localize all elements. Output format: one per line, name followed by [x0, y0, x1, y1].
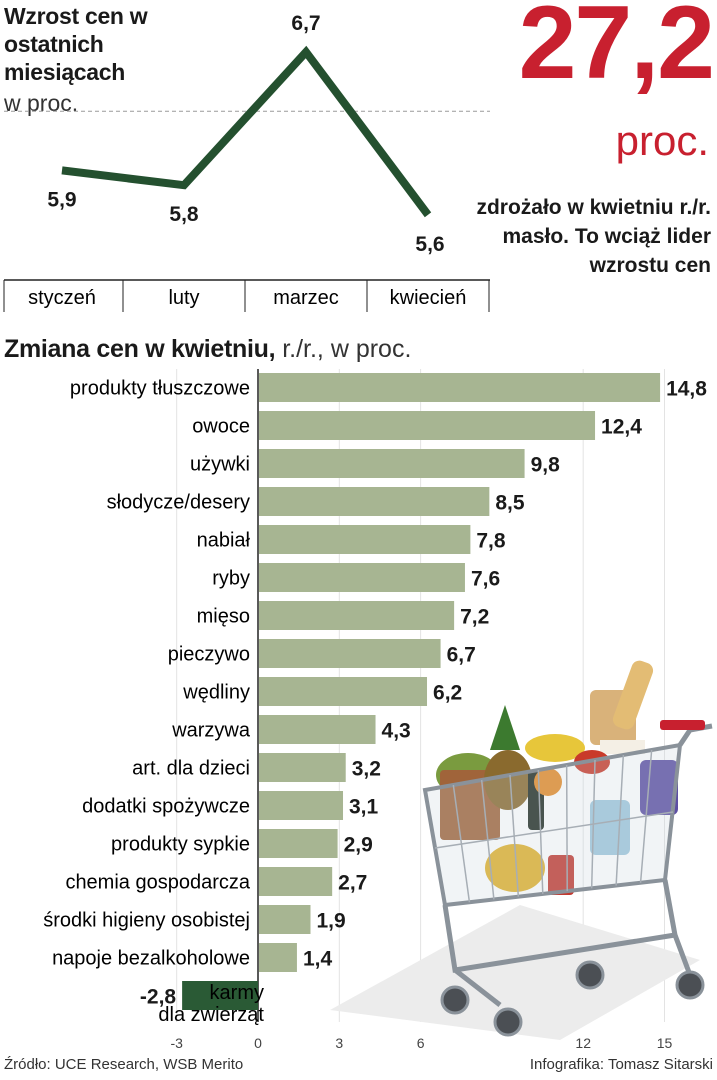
bar-chart-value-label: 1,9 — [316, 910, 345, 933]
bar-chart-tick-label: 3 — [335, 1035, 343, 1051]
headline-text: zdrożało w kwietniu r./r. masło. To wcią… — [476, 196, 711, 277]
cart-frame — [442, 879, 678, 973]
line-chart-point-label: 5,8 — [169, 203, 199, 226]
line-chart-category-label: marzec — [273, 287, 339, 309]
bananas-icon — [525, 734, 585, 762]
bar-chart-value-label: 7,2 — [460, 606, 489, 629]
bar-chart-bar — [259, 601, 455, 630]
source-note: Źródło: UCE Research, WSB Merito — [4, 1056, 244, 1073]
bar-chart-value-label: 1,4 — [303, 948, 333, 971]
bar-chart-bar — [259, 563, 465, 592]
cart-handle-grip — [660, 720, 705, 730]
bar-chart: -3 0 3 6 12 15 14,8 produkty tłuszczowe 12,4 owoc… — [43, 369, 707, 1051]
bar-chart-value-label: 2,9 — [344, 834, 373, 857]
bar-chart-bar — [259, 943, 297, 972]
line-chart-series-line — [61, 45, 432, 218]
bar-chart-value-label: -2,8 — [140, 986, 177, 1009]
line-chart-point-label: 5,9 — [47, 188, 76, 211]
bar-chart-category-label: chemia gospodarcza — [65, 872, 250, 894]
cart-wheel-icon — [493, 1007, 523, 1037]
bar-chart-tick-label: 12 — [575, 1035, 591, 1051]
bar-chart-category-label: art. dla dzieci — [132, 758, 250, 780]
bar-chart-category-label: napoje bezalkoholowe — [52, 948, 250, 970]
bar-chart-value-label: 6,7 — [447, 644, 476, 667]
bar-chart-category-label: środki higieny osobistej — [43, 910, 250, 932]
cart-shadow — [330, 905, 700, 1040]
bar-chart-value-label: 3,2 — [352, 758, 381, 781]
pineapple-icon — [484, 750, 532, 810]
bar-chart-value-label: 6,2 — [433, 682, 462, 705]
line-chart-point-label: 6,7 — [291, 12, 320, 35]
bar-chart-value-label: 7,8 — [476, 530, 506, 553]
cart-wire — [434, 811, 674, 849]
bar-chart-bar — [259, 905, 311, 934]
line-chart-category-label: kwiecień — [390, 287, 467, 309]
bar-chart-bar — [259, 411, 596, 440]
shopping-cart-illustration — [330, 660, 713, 1040]
bar-chart-title-main: Zmiana cen w kwietniu, — [4, 335, 276, 363]
line-chart-category-label: styczeń — [28, 287, 96, 309]
credit-note: Infografika: Tomasz Sitarski — [529, 1056, 713, 1073]
bar-chart-bar — [259, 829, 338, 858]
cart-legs — [453, 934, 693, 1007]
line-chart-point-label: 5,6 — [415, 233, 444, 256]
bar-chart-category-label: dla zwierząt — [158, 1004, 264, 1026]
bar-chart-value-label: 4,3 — [382, 720, 411, 743]
bar-chart-tick-label: -3 — [170, 1035, 183, 1051]
bar-chart-title: Zmiana cen w kwietniu, r./r., w proc. — [4, 334, 411, 364]
bar-chart-bar — [259, 791, 344, 820]
bar-chart-bar — [259, 525, 471, 554]
bar-chart-category-label: dodatki spożywcze — [82, 796, 250, 818]
bar-chart-bar — [259, 639, 441, 668]
bar-chart-tick-label: 6 — [417, 1035, 425, 1051]
bar-chart-value-label: 14,8 — [666, 378, 707, 401]
bar-chart-tick-label: 0 — [254, 1035, 262, 1051]
bar-chart-bar — [259, 373, 661, 402]
headline-number: 27,2 — [518, 0, 715, 101]
bar-chart-bar — [259, 753, 346, 782]
bar-chart-value-label: 3,1 — [349, 796, 379, 819]
orange-icon — [534, 768, 562, 796]
pineapple-leaves-icon — [490, 705, 520, 750]
bar-chart-category-label: mięso — [197, 606, 250, 628]
bar-chart-category-label: używki — [190, 454, 250, 476]
bar-chart-tick-label: 15 — [657, 1035, 673, 1051]
bar-chart-category-label: produkty tłuszczowe — [70, 378, 250, 400]
bar-chart-value-label: 8,5 — [495, 492, 525, 515]
bar-chart-bar — [259, 487, 490, 516]
bar-chart-bar — [259, 677, 428, 706]
eggs-icon — [600, 740, 645, 754]
bar-chart-bar — [259, 867, 333, 896]
bar-chart-value-label: 9,8 — [531, 454, 561, 477]
cart-wheel-icon — [675, 970, 705, 1000]
bar-chart-bar — [259, 449, 525, 478]
bar-chart-category-label: owoce — [192, 416, 250, 438]
bar-chart-category-label: wędliny — [182, 682, 250, 704]
line-chart: 5,9 5,8 6,7 5,6 styczeń luty marzec kwiecień — [3, 12, 490, 312]
cart-wheel-icon — [440, 985, 470, 1015]
cart-wheel-icon — [575, 960, 605, 990]
bar-chart-category-label: nabiał — [197, 530, 251, 552]
headline-unit: proc. — [615, 117, 709, 164]
line-chart-category-label: luty — [168, 287, 199, 309]
bar-chart-category-label: warzywa — [171, 720, 251, 742]
line-chart-title: Wzrost cen w ostatnich miesiącach — [4, 3, 148, 85]
bar-chart-category-label: pieczywo — [168, 644, 250, 666]
bar-chart-bar — [182, 981, 258, 1010]
melon-icon — [485, 844, 545, 892]
bar-chart-value-label: 2,7 — [338, 872, 367, 895]
bar-chart-category-label: ryby — [212, 568, 250, 590]
bar-chart-category-label: karmy — [210, 982, 264, 1004]
bar-chart-value-label: 7,6 — [471, 568, 500, 591]
bar-chart-category-label: słodycze/desery — [107, 492, 250, 514]
bar-chart-bar — [259, 715, 376, 744]
bar-chart-value-label: 12,4 — [601, 416, 642, 439]
bar-chart-subtitle: r./r., w proc. — [282, 335, 412, 363]
baguette-icon — [612, 660, 654, 730]
bar-chart-category-label: produkty sypkie — [111, 834, 250, 856]
